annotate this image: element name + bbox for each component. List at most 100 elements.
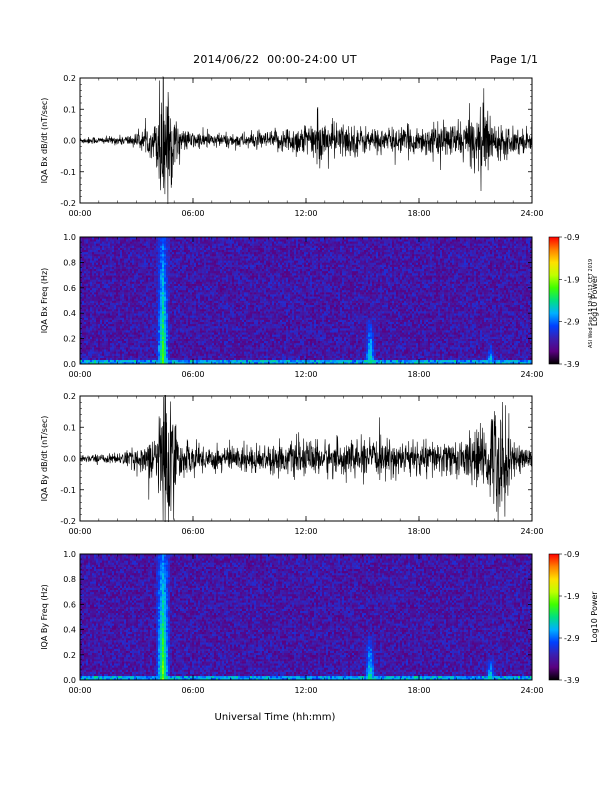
heatmap-cell — [80, 241, 83, 244]
heatmap-cell — [108, 247, 111, 250]
heatmap-cell — [204, 292, 207, 295]
heatmap-cell — [128, 347, 131, 350]
heatmap-cell — [192, 256, 195, 259]
heatmap-cell — [102, 237, 105, 240]
heatmap-cell — [150, 359, 153, 363]
heatmap-cell — [152, 302, 155, 306]
heatmap-cell — [118, 328, 121, 331]
heatmap-cell — [186, 344, 189, 348]
heatmap-cell — [160, 245, 163, 248]
heatmap-cell — [186, 283, 189, 286]
heatmap-cell — [188, 256, 191, 259]
heatmap-cell — [92, 359, 95, 363]
heatmap-cell — [220, 270, 223, 274]
heatmap-cell — [106, 264, 109, 267]
heatmap-cell — [90, 262, 93, 265]
heatmap-cell — [82, 334, 85, 337]
heatmap-cell — [214, 281, 217, 284]
heatmap-cell — [194, 281, 197, 284]
heatmap-cell — [104, 306, 107, 310]
heatmap-cell — [110, 340, 113, 344]
heatmap-cell — [216, 294, 219, 297]
heatmap-cell — [90, 330, 93, 333]
heatmap-cell — [134, 283, 137, 286]
heatmap-cell — [174, 308, 177, 312]
heatmap-cell — [148, 315, 151, 318]
heatmap-cell — [226, 245, 229, 248]
heatmap-cell — [134, 266, 137, 270]
heatmap-cell — [194, 272, 197, 276]
heatmap-cell — [158, 313, 161, 316]
heatmap-cell — [92, 279, 95, 282]
heatmap-cell — [182, 338, 185, 342]
heatmap-cell — [168, 292, 171, 295]
heatmap-cell — [228, 302, 231, 306]
heatmap-cell — [200, 347, 203, 350]
heatmap-cell — [230, 277, 233, 280]
heatmap-cell — [220, 340, 223, 344]
heatmap-cell — [186, 315, 189, 318]
heatmap-cell — [176, 253, 179, 257]
heatmap-cell — [198, 249, 201, 253]
heatmap-cell — [152, 311, 155, 314]
heatmap-cell — [178, 349, 181, 352]
heatmap-cell — [102, 302, 105, 306]
heatmap-cell — [170, 317, 173, 320]
heatmap-cell — [186, 311, 189, 314]
heatmap-cell — [240, 359, 243, 363]
heatmap-cell — [148, 281, 151, 284]
heatmap-cell — [88, 292, 91, 295]
heatmap-cell — [168, 355, 171, 358]
heatmap-cell — [96, 251, 99, 255]
heatmap-cell — [230, 249, 233, 253]
heatmap-cell — [130, 270, 133, 274]
heatmap-cell — [230, 292, 233, 295]
heatmap-cell — [186, 251, 189, 255]
heatmap-cell — [226, 262, 229, 265]
heatmap-cell — [240, 361, 243, 365]
heatmap-cell — [206, 357, 209, 361]
heatmap-cell — [146, 328, 149, 331]
heatmap-cell — [170, 294, 173, 297]
heatmap-cell — [140, 340, 143, 344]
heatmap-cell — [96, 361, 99, 365]
heatmap-cell — [122, 287, 125, 291]
heatmap-cell — [214, 260, 217, 263]
heatmap-cell — [150, 328, 153, 331]
heatmap-cell — [82, 332, 85, 335]
heatmap-cell — [170, 258, 173, 261]
heatmap-cell — [190, 351, 193, 354]
heatmap-cell — [236, 249, 239, 253]
heatmap-cell — [178, 332, 181, 335]
heatmap-cell — [210, 239, 213, 242]
heatmap-cell — [80, 330, 83, 333]
heatmap-cell — [174, 281, 177, 284]
heatmap-cell — [108, 340, 111, 344]
heatmap-cell — [170, 302, 173, 306]
heatmap-cell — [192, 321, 195, 325]
heatmap-cell — [186, 328, 189, 331]
heatmap-cell — [112, 302, 115, 306]
heatmap-cell — [110, 347, 113, 350]
heatmap-cell — [186, 243, 189, 246]
heatmap-cell — [218, 308, 221, 312]
heatmap-cell — [114, 260, 117, 263]
heatmap-cell — [230, 353, 233, 356]
heatmap-cell — [234, 332, 237, 335]
heatmap-cell — [102, 355, 105, 358]
heatmap-cell — [172, 353, 175, 356]
heatmap-cell — [164, 258, 167, 261]
heatmap-cell — [126, 268, 129, 272]
heatmap-cell — [190, 285, 193, 289]
heatmap-cell — [130, 298, 133, 301]
heatmap-cell — [106, 281, 109, 284]
heatmap-cell — [196, 298, 199, 301]
heatmap-cell — [202, 313, 205, 316]
heatmap-cell — [94, 325, 97, 329]
heatmap-cell — [178, 258, 181, 261]
heatmap-cell — [212, 266, 215, 270]
heatmap-cell — [212, 256, 215, 259]
heatmap-cell — [108, 258, 111, 261]
heatmap-cell — [240, 285, 243, 289]
heatmap-cell — [132, 249, 135, 253]
